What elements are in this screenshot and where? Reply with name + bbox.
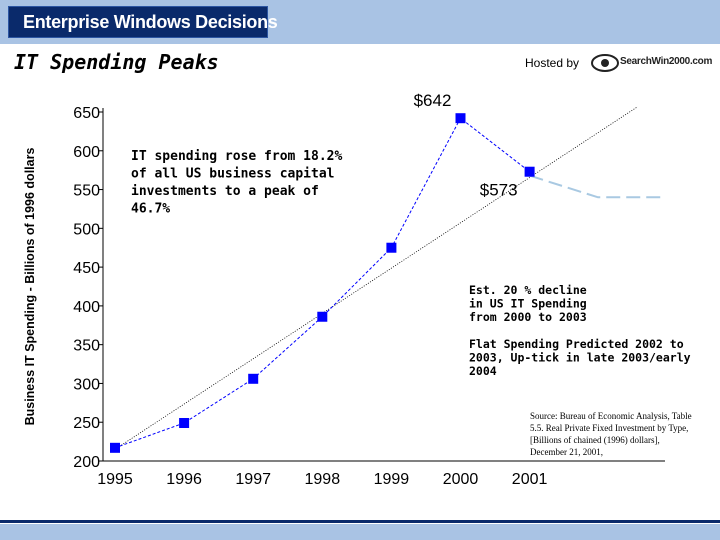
annotation-line: from 2000 to 2003 (469, 310, 587, 324)
data-point-2000 (455, 113, 466, 124)
page-title: IT Spending Peaks (14, 50, 219, 74)
point-label-2001: $573 (480, 181, 518, 200)
x-tick-label: 1995 (97, 471, 133, 488)
data-point-2001 (524, 166, 535, 177)
brand-text: Enterprise Windows Decisions (23, 12, 278, 32)
annotation-source: Source: Bureau of Economic Analysis, Tab… (530, 411, 692, 457)
x-tick-label: 1996 (166, 471, 202, 488)
annotation-line: 2003, Up-tick in late 2003/early (469, 351, 691, 365)
brand-logo: Enterprise Windows Decisions (8, 6, 278, 38)
annotation-line: December 21, 2001, (530, 447, 603, 457)
footer-band (0, 524, 720, 540)
title-band (0, 44, 720, 80)
y-tick-label: 500 (73, 221, 100, 238)
y-tick-label: 650 (73, 105, 100, 122)
y-tick-label: 550 (73, 183, 100, 200)
x-tick-label: 1998 (305, 471, 341, 488)
data-point-1999 (386, 242, 397, 253)
point-label-2000: $642 (414, 91, 452, 110)
searchwin-logo: SearchWin2000.com (590, 50, 716, 76)
eye-icon (591, 54, 619, 72)
x-tick-label: 2001 (512, 471, 548, 488)
annotation-line: 2004 (469, 364, 497, 378)
annotation-flat: Flat Spending Predicted 2002 to 2003, Up-… (469, 337, 691, 378)
y-tick-label: 200 (73, 454, 100, 471)
y-tick-label: 600 (73, 144, 100, 161)
annotation-line: Flat Spending Predicted 2002 to (469, 337, 684, 351)
logo-text: SearchWin2000.com (620, 56, 713, 67)
data-point-1995 (110, 442, 120, 453)
y-axis-label: Business IT Spending - Billions of 1996 … (23, 148, 37, 426)
it-spending-chart: 200 250 300 350 400 450 500 550 600 650 1995 1996 19… (23, 91, 692, 488)
annotation-line: investments to a peak of (131, 184, 319, 199)
annotation-line: Est. 20 % decline (469, 283, 587, 297)
annotation-line: 46.7% (131, 202, 170, 217)
projection-line (529, 174, 662, 199)
annotation-line: [Billions of chained (1996) dollars], (530, 435, 660, 445)
data-point-1996 (179, 417, 190, 428)
footer-rule (0, 520, 720, 523)
annotation-line: 5.5. Real Private Fixed Investment by Ty… (530, 423, 688, 433)
trendline (114, 106, 638, 450)
annotation-line: in US IT Spending (469, 297, 587, 311)
hosted-label: Hosted by (525, 56, 580, 70)
x-tick-label: 2000 (443, 471, 479, 488)
y-tick-label: 400 (73, 299, 100, 316)
x-tick-label: 1997 (235, 471, 271, 488)
annotation-rise: IT spending rose from 18.2% of all US bus… (131, 149, 342, 217)
annotation-line: IT spending rose from 18.2% (131, 149, 342, 164)
annotation-decline: Est. 20 % decline in US IT Spending from 2… (469, 283, 587, 324)
annotation-line: of all US business capital (131, 167, 335, 182)
data-point-1998 (317, 311, 328, 322)
y-tick-label: 250 (73, 415, 100, 432)
y-tick-label: 300 (73, 376, 100, 393)
x-tick-label: 1999 (374, 471, 410, 488)
data-point-1997 (248, 373, 259, 384)
y-tick-label: 450 (73, 260, 100, 277)
y-tick-label: 350 (73, 338, 100, 355)
annotation-line: Source: Bureau of Economic Analysis, Tab… (530, 411, 692, 421)
